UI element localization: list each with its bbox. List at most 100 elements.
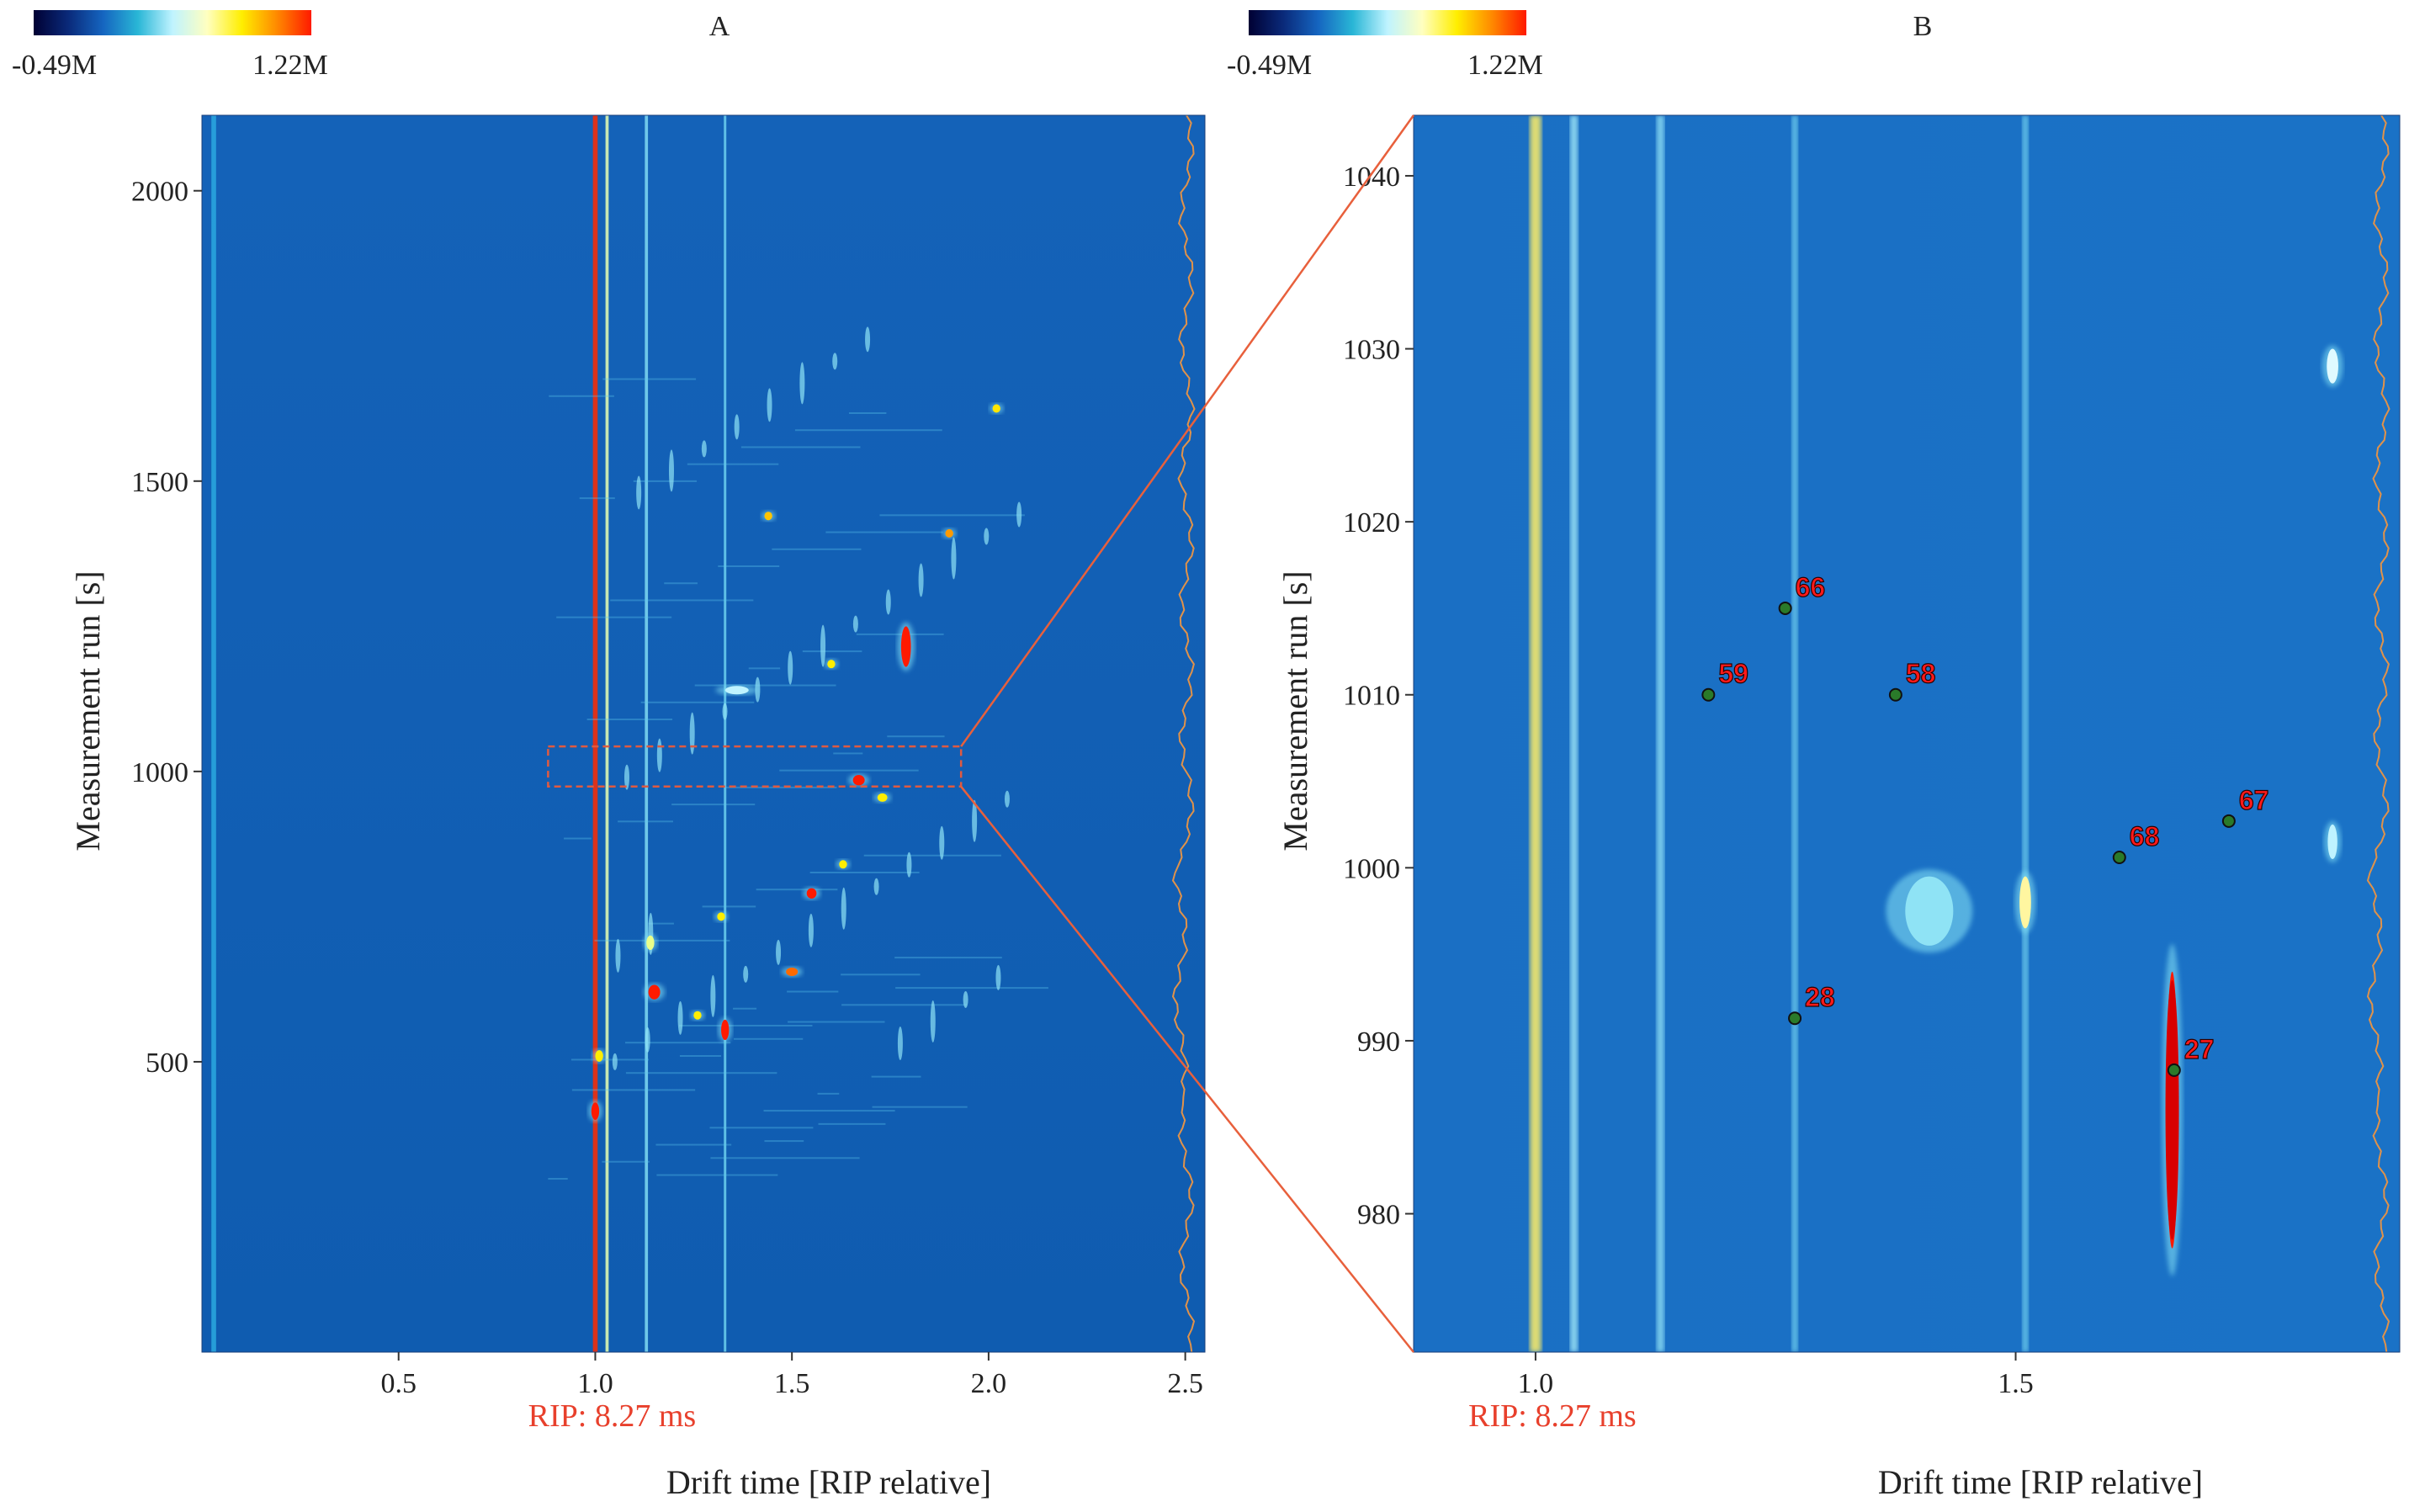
panel-b-spectrum-trace	[2366, 115, 2391, 1352]
panel-b-y-tick-label: 980	[1357, 1200, 1400, 1231]
panel-a-frame	[201, 114, 1206, 1353]
panel-a-band	[779, 769, 919, 772]
panel-a-x-tick-label: 1.5	[774, 1368, 810, 1399]
panel-a-spot	[701, 440, 707, 458]
panel-a-band	[818, 1122, 886, 1125]
panel-a-band	[625, 1072, 777, 1074]
zoom-connector-top	[960, 114, 1415, 747]
panel-b-feature-line	[2022, 115, 2029, 1352]
panel-b-rip-label: RIP: 8.27 ms	[1468, 1398, 1637, 1434]
colorbar-a-min-label: -0.49M	[12, 50, 97, 81]
panel-a-spot	[776, 939, 782, 965]
panel-b-feature-line	[1570, 115, 1579, 1352]
panel-a-band	[702, 905, 756, 908]
panel-a-spot	[852, 615, 858, 633]
panel-a-peak	[992, 404, 1000, 413]
panel-a-spot	[906, 851, 912, 878]
zoom-region-box	[547, 745, 963, 788]
panel-a-band	[833, 752, 863, 755]
panel-a-feature-line	[645, 115, 649, 1352]
panel-a-band	[633, 480, 698, 482]
panel-b-x-tick-label: 1.0	[1518, 1368, 1554, 1399]
panel-a-band	[664, 582, 698, 585]
panel-a-spot	[841, 887, 846, 930]
panel-a-peak	[764, 512, 772, 521]
panel-a-band	[894, 957, 1002, 959]
panel-a-x-axis-label: Drift time [RIP relative]	[666, 1463, 991, 1501]
panel-a-band	[571, 1089, 696, 1091]
panel-a-y-tick-label: 1000	[131, 757, 188, 788]
panel-a-band	[718, 565, 780, 567]
panel-b: 1.0 1.5 980 990 1000 1010 1020 1030 1040 66 59 58 6…	[1276, 114, 2401, 1501]
panel-a-band	[764, 1140, 804, 1143]
panel-a-peak	[839, 860, 847, 869]
panel-a-band	[787, 990, 839, 993]
panel-a-band	[772, 548, 862, 550]
panel-a-plot-area	[202, 115, 1205, 1352]
peak-marker	[1788, 1011, 1802, 1026]
panel-a-spot	[930, 1000, 936, 1042]
peak-marker-label: 66	[1796, 572, 1826, 602]
panel-a-peak	[786, 967, 799, 976]
panel-a-feature-line	[724, 115, 727, 1352]
panel-a-band	[602, 1160, 650, 1163]
panel-a-band	[863, 854, 1001, 857]
panel-a-band	[740, 446, 861, 448]
panel-a-spot	[623, 764, 629, 790]
panel-b-plot-area	[1414, 115, 2400, 1352]
peak-marker	[2221, 814, 2236, 828]
panel-a-peak	[648, 984, 661, 1000]
panel-a-spot	[788, 650, 793, 685]
colorbar-b	[1249, 10, 1526, 35]
panel-b-frame	[1413, 114, 2401, 1353]
panel-a-band	[655, 1143, 732, 1146]
panel-a-spot	[995, 964, 1001, 990]
panel-a-band	[733, 1037, 804, 1040]
panel-a-band	[602, 378, 697, 380]
panel-a-y-axis-label: Measurement run [s]	[69, 570, 107, 851]
panel-a-spot	[656, 738, 662, 772]
panel-a-x-tick-label: 2.0	[971, 1368, 1007, 1399]
panel-a-spot	[984, 528, 990, 545]
panel-a-feature-line	[592, 115, 598, 1352]
panel-a-spot	[939, 825, 945, 860]
panel-a-spot	[615, 938, 621, 973]
panel-a-band	[794, 429, 942, 432]
panel-a-band	[809, 871, 920, 873]
peak-marker-label: 68	[2130, 821, 2160, 851]
panel-a-peak	[595, 1050, 603, 1062]
panel-a-band	[709, 1127, 814, 1129]
panel-a-y-tick-label: 2000	[131, 177, 188, 208]
panel-a-band	[687, 463, 779, 465]
panel-a-band	[725, 786, 837, 788]
panel-a-peak	[724, 686, 749, 695]
panel-a-band	[710, 1157, 860, 1159]
panel-a-band	[802, 650, 862, 653]
panel-a-band	[841, 974, 921, 976]
panel-a-spot	[799, 362, 805, 405]
panel-a-band	[570, 1058, 650, 1061]
panel-b-peak-core	[2165, 979, 2179, 1240]
panel-a-spot	[722, 703, 728, 720]
panel-a-spot	[743, 965, 749, 983]
panel-a-spot	[1016, 501, 1022, 528]
panel-a-spot	[1004, 790, 1010, 808]
panel-a-spot	[865, 326, 871, 353]
panel-a-band	[594, 939, 730, 942]
panel-a-rip-label: RIP: 8.27 ms	[528, 1398, 697, 1434]
panel-a-band	[586, 718, 673, 720]
panel-a-peak	[852, 775, 865, 786]
panel-a-spot	[972, 799, 978, 842]
panel-a-band	[733, 1007, 757, 1010]
panel-b-peak	[1905, 876, 1954, 946]
panel-b-x-axis-label: Drift time [RIP relative]	[1878, 1463, 2203, 1501]
peak-marker	[1778, 601, 1792, 615]
panel-a-spot	[918, 563, 924, 597]
panel-a-spot	[710, 974, 716, 1017]
panel-a-band	[895, 987, 1048, 989]
panel-a-peak	[900, 626, 911, 667]
panel-a-y-tick-label: 1500	[131, 467, 188, 498]
panel-a-band	[817, 1092, 840, 1095]
peak-marker	[1888, 687, 1902, 702]
panel-a-band	[848, 412, 887, 415]
